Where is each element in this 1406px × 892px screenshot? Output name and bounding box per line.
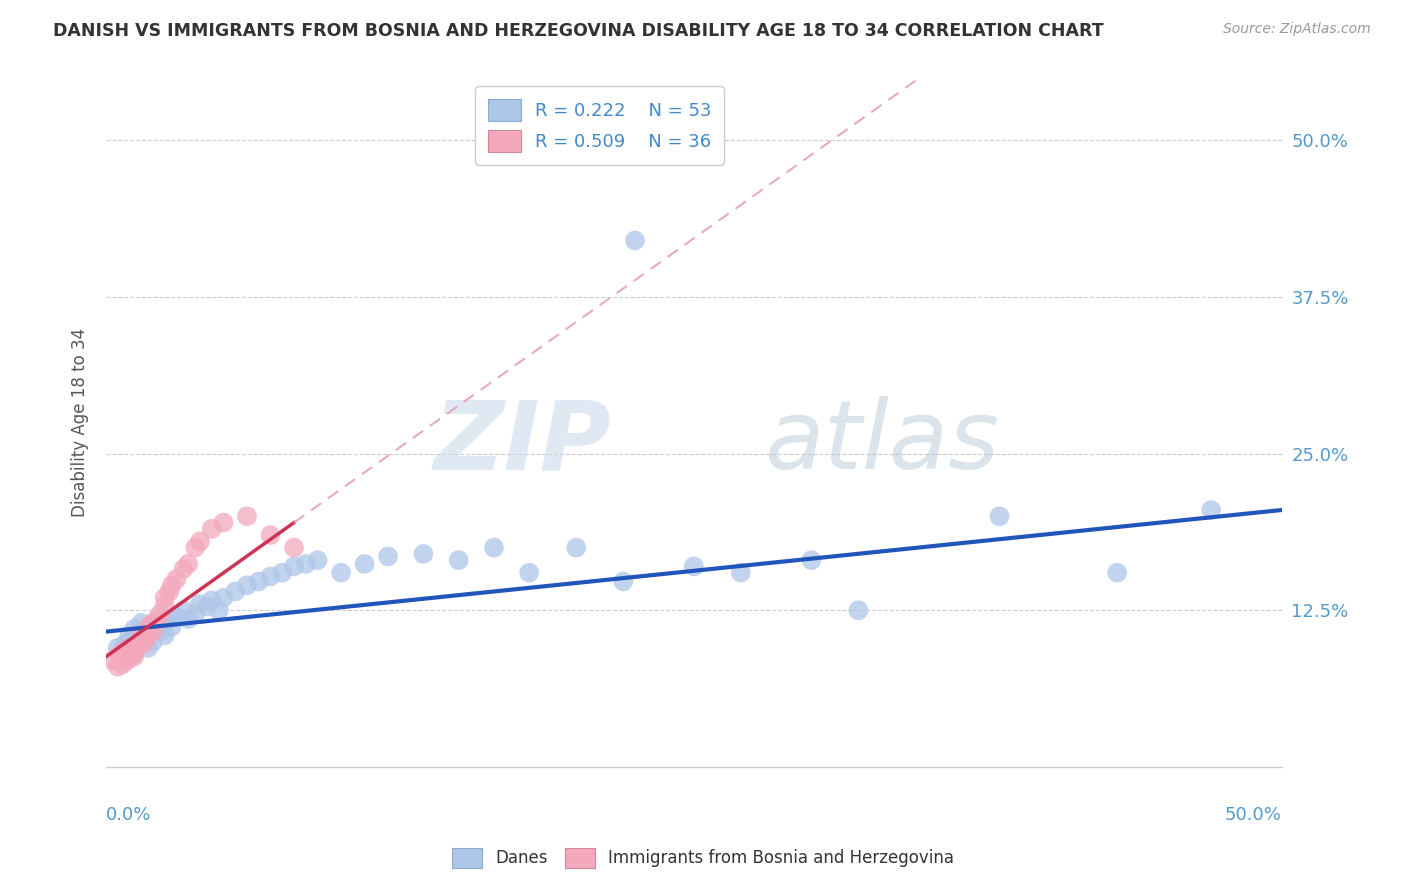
Point [114,649,136,664]
Text: 0.0%: 0.0% [105,805,152,823]
Point [188,597,211,611]
Point [212,516,235,530]
Point [122,649,145,664]
Point [730,566,752,580]
Point [101,653,124,667]
Point [166,572,188,586]
Point [118,640,141,655]
Point [184,607,207,621]
Point [212,591,235,605]
Point [682,559,704,574]
Point [111,657,134,672]
Point [160,578,183,592]
Point [208,603,231,617]
Point [129,628,152,642]
Point [157,612,180,626]
Point [565,541,588,555]
Point [166,609,188,624]
Point [184,541,207,555]
Point [157,584,180,599]
Point [259,528,281,542]
Point [107,659,129,673]
Point [153,591,176,605]
Point [236,578,259,592]
Point [118,647,141,661]
Point [173,603,195,617]
Point [259,569,281,583]
Point [114,637,136,651]
Point [107,640,129,655]
Point [271,566,294,580]
Point [153,599,176,614]
Point [153,615,176,630]
Point [236,509,259,524]
Point [177,557,200,571]
Point [142,622,165,636]
Point [330,566,353,580]
Point [122,647,145,661]
Point [624,234,647,248]
Point [283,541,305,555]
Point [517,566,540,580]
Point [142,615,165,630]
Point [129,615,152,630]
Point [412,547,434,561]
Point [195,599,218,614]
Legend: Danes, Immigrants from Bosnia and Herzegovina: Danes, Immigrants from Bosnia and Herzeg… [446,841,960,875]
Point [135,632,157,647]
Point [125,640,148,655]
Y-axis label: Disability Age 18 to 34: Disability Age 18 to 34 [72,327,89,516]
Text: atlas: atlas [765,396,1000,490]
Point [118,628,141,642]
Point [136,619,159,633]
Point [294,557,316,571]
Point [224,584,246,599]
Point [188,534,211,549]
Text: ZIP: ZIP [433,396,612,490]
Point [247,574,270,589]
Point [173,562,195,576]
Point [125,640,148,655]
Text: DANISH VS IMMIGRANTS FROM BOSNIA AND HERZEGOVINA DISABILITY AGE 18 TO 34 CORRELA: DANISH VS IMMIGRANTS FROM BOSNIA AND HER… [53,22,1104,40]
Point [149,607,172,621]
Point [283,559,305,574]
Point [142,624,165,639]
Legend: R = 0.222    N = 53, R = 0.509    N = 36: R = 0.222 N = 53, R = 0.509 N = 36 [475,87,724,165]
Point [129,634,152,648]
Point [136,628,159,642]
Point [201,522,224,536]
Point [136,628,159,642]
Point [149,624,172,639]
Point [135,624,157,639]
Point [132,637,155,651]
Point [1199,503,1222,517]
Text: 50.0%: 50.0% [1225,805,1282,823]
Point [848,603,870,617]
Point [1107,566,1129,580]
Point [377,549,399,564]
Point [177,612,200,626]
Point [482,541,505,555]
Point [153,628,176,642]
Point [122,622,145,636]
Point [114,645,136,659]
Point [307,553,329,567]
Point [129,634,152,648]
Point [146,619,169,633]
Point [353,557,375,571]
Point [160,619,183,633]
Point [115,653,138,667]
Point [136,640,159,655]
Point [800,553,823,567]
Point [447,553,470,567]
Point [142,634,165,648]
Text: Source: ZipAtlas.com: Source: ZipAtlas.com [1223,22,1371,37]
Point [108,647,131,661]
Point [988,509,1011,524]
Point [146,612,169,626]
Point [118,634,141,648]
Point [612,574,634,589]
Point [201,593,224,607]
Point [122,645,145,659]
